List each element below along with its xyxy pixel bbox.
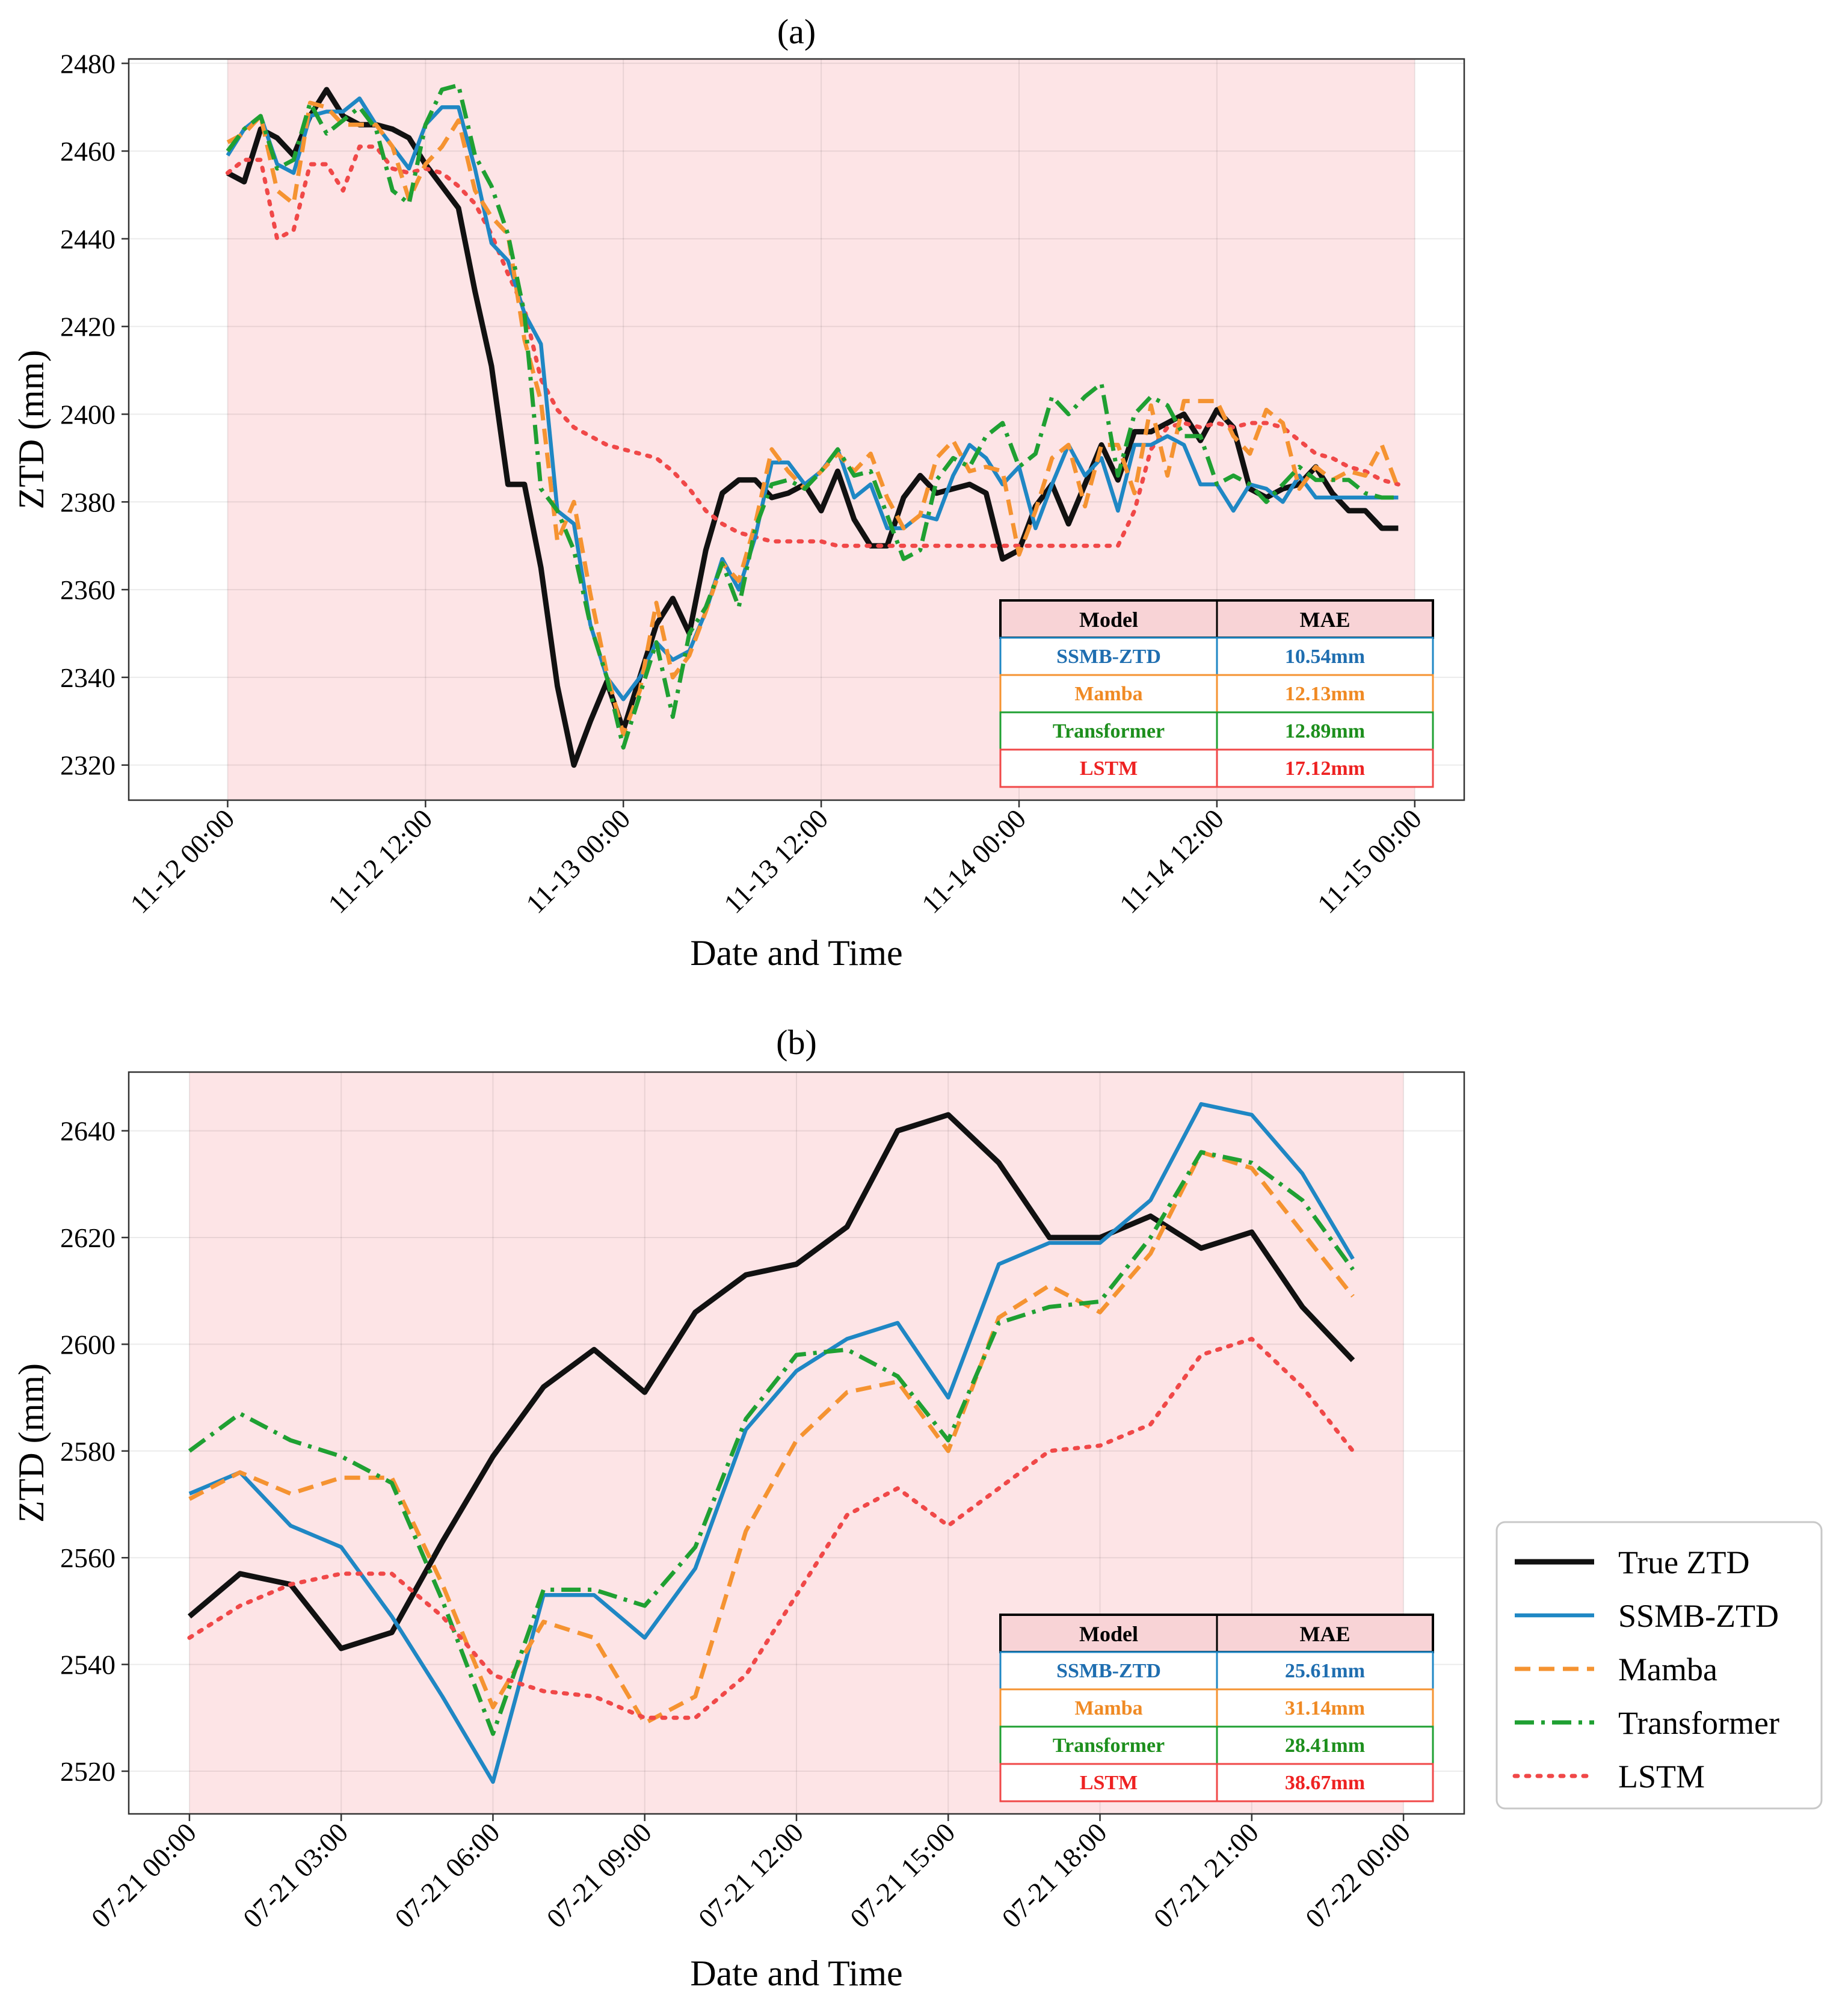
table-cell-model: Mamba xyxy=(1074,1697,1142,1719)
chart-a-ytick-label: 2320 xyxy=(60,750,116,781)
table-cell-mae: 38.67mm xyxy=(1285,1772,1365,1794)
chart-b-xtick-label: 07-21 12:00 xyxy=(692,1817,809,1934)
chart-a-xtick-label: 11-12 00:00 xyxy=(125,803,241,919)
legend: True ZTD SSMB-ZTD Mamba Transformer LSTM xyxy=(1495,1521,1823,1810)
legend-label-ssmb-ztd: SSMB-ZTD xyxy=(1618,1598,1779,1634)
chart-a-xlabel: Date and Time xyxy=(690,933,902,973)
chart-a-title: (a) xyxy=(777,12,816,51)
legend-label-transformer: Transformer xyxy=(1618,1705,1779,1741)
legend-label-true-ztd: True ZTD xyxy=(1618,1544,1750,1580)
legend-label-mamba: Mamba xyxy=(1618,1651,1717,1688)
chart-a-ytick-label: 2440 xyxy=(60,224,116,254)
chart-a-series-mamba xyxy=(226,100,1400,737)
table-cell-mae: 17.12mm xyxy=(1285,757,1365,780)
chart-b-ytick-label: 2520 xyxy=(60,1756,116,1787)
chart-b-ytick-label: 2640 xyxy=(60,1116,116,1147)
chart-b-xtick-label: 07-21 09:00 xyxy=(541,1817,658,1934)
chart-b-ytick-label: 2580 xyxy=(60,1436,116,1467)
table-cell-mae: 28.41mm xyxy=(1285,1734,1365,1757)
chart-a-ytick-label: 2360 xyxy=(60,575,116,605)
chart-a-ytick-label: 2460 xyxy=(60,136,116,167)
table-cell-model: LSTM xyxy=(1080,757,1138,780)
chart-a-series-true-ztd xyxy=(226,87,1399,768)
chart-b-title: (b) xyxy=(776,1023,817,1062)
chart-a-series-transformer xyxy=(226,83,1399,750)
table-cell-mae: 25.61mm xyxy=(1285,1660,1365,1682)
table-cell-mae: 12.89mm xyxy=(1285,720,1365,742)
chart-b-series-ssmb-ztd xyxy=(188,1102,1355,1784)
chart-a-ytick-label: 2380 xyxy=(60,487,116,517)
table-cell-model: SSMB-ZTD xyxy=(1056,1660,1161,1682)
chart-a-mae-table: Model MAE SSMB-ZTD 10.54mm Mamba 12.13mm Trans… xyxy=(999,599,1434,788)
chart-a-xtick-label: 11-12 12:00 xyxy=(322,803,438,919)
chart-b-xtick-label: 07-22 00:00 xyxy=(1299,1817,1416,1934)
table-cell-model: LSTM xyxy=(1080,1772,1138,1794)
chart-a-xtick-label: 11-13 00:00 xyxy=(520,803,636,919)
chart-a: 2320 2340 2360 2380 2400 2420 2440 2460 2480 11-1… xyxy=(11,12,1465,973)
chart-a-ytick-label: 2420 xyxy=(60,312,116,342)
chart-b-xtick-label: 07-21 18:00 xyxy=(996,1817,1112,1934)
legend-label-lstm: LSTM xyxy=(1618,1759,1705,1795)
chart-b-xtick-label: 07-21 03:00 xyxy=(237,1817,354,1934)
chart-a-series-lstm xyxy=(225,144,1400,548)
table-header-mae: MAE xyxy=(1300,1622,1351,1646)
table-cell-model: Transformer xyxy=(1053,1734,1165,1757)
legend-box xyxy=(1495,1521,1823,1810)
chart-a-ytick-label: 2480 xyxy=(60,48,116,79)
chart-b-series-mamba xyxy=(188,1150,1355,1725)
chart-a-xtick-label: 11-15 00:00 xyxy=(1311,803,1428,919)
chart-a-ylabel: ZTD (mm) xyxy=(11,350,51,510)
chart-a-xtick-label: 11-13 12:00 xyxy=(718,803,834,919)
chart-b-xtick-label: 07-21 15:00 xyxy=(844,1817,961,1934)
table-header-mae: MAE xyxy=(1300,608,1351,632)
chart-b-series-transformer xyxy=(188,1150,1355,1736)
chart-b-xlabel: Date and Time xyxy=(690,1953,902,1993)
chart-b-xtick-label: 07-21 00:00 xyxy=(85,1817,202,1934)
table-cell-model: Mamba xyxy=(1074,683,1142,705)
chart-b-xtick-label: 07-21 06:00 xyxy=(389,1817,505,1934)
chart-a-ytick-label: 2400 xyxy=(60,399,116,430)
table-cell-mae: 31.14mm xyxy=(1285,1697,1365,1719)
table-cell-model: Transformer xyxy=(1053,720,1165,742)
chart-b-ylabel: ZTD (mm) xyxy=(11,1363,51,1523)
chart-b-series-lstm xyxy=(187,1337,1355,1720)
chart-b-mae-table: Model MAE SSMB-ZTD 25.61mm Mamba 31.14mm Trans… xyxy=(999,1614,1434,1802)
chart-b-ytick-label: 2620 xyxy=(60,1222,116,1253)
table-cell-mae: 10.54mm xyxy=(1285,646,1365,668)
table-header-model: Model xyxy=(1079,1622,1138,1646)
chart-a-axes-frame xyxy=(128,58,1465,801)
chart-b: 2520 2540 2560 2580 2600 2620 2640 07-21 00:00 0… xyxy=(11,1023,1465,1993)
chart-b-ytick-label: 2560 xyxy=(60,1543,116,1573)
table-header-model: Model xyxy=(1079,608,1138,632)
chart-b-ytick-label: 2600 xyxy=(60,1329,116,1360)
chart-b-xtick-label: 07-21 21:00 xyxy=(1148,1817,1264,1934)
chart-a-xtick-label: 11-14 00:00 xyxy=(916,803,1032,919)
chart-a-ytick-label: 2340 xyxy=(60,662,116,693)
chart-a-xtick-label: 11-14 12:00 xyxy=(1113,803,1230,919)
table-cell-mae: 12.13mm xyxy=(1285,683,1365,705)
chart-b-ytick-label: 2540 xyxy=(60,1650,116,1680)
table-cell-model: SSMB-ZTD xyxy=(1056,646,1161,668)
